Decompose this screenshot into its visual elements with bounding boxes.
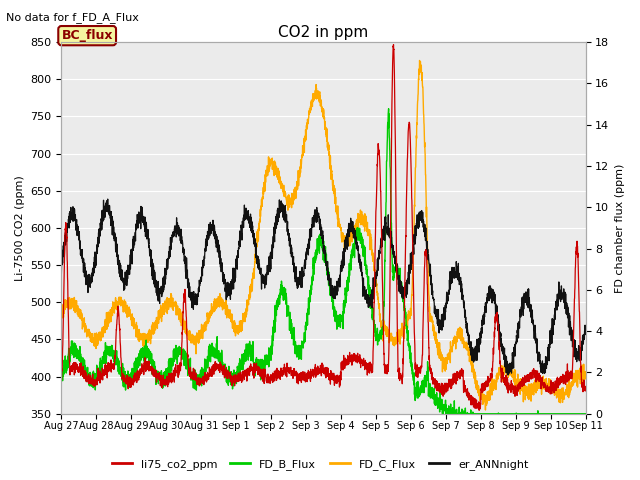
Y-axis label: Li-7500 CO2 (ppm): Li-7500 CO2 (ppm) (15, 175, 25, 281)
Title: CO2 in ppm: CO2 in ppm (278, 24, 369, 39)
Y-axis label: FD chamber flux (ppm): FD chamber flux (ppm) (615, 163, 625, 293)
Text: No data for f_FD_A_Flux: No data for f_FD_A_Flux (6, 12, 140, 23)
Legend: li75_co2_ppm, FD_B_Flux, FD_C_Flux, er_ANNnight: li75_co2_ppm, FD_B_Flux, FD_C_Flux, er_A… (108, 455, 532, 474)
Text: BC_flux: BC_flux (61, 29, 113, 42)
